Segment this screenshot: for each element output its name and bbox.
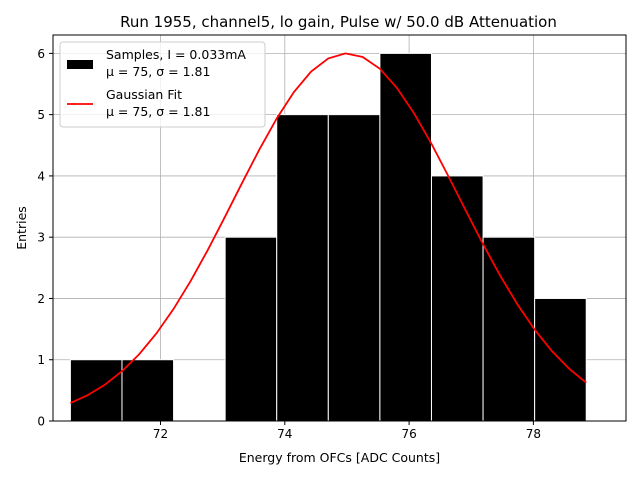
y-tick-label: 3 [37, 231, 45, 245]
y-tick-label: 0 [37, 415, 45, 429]
gaussian-fit-line [70, 52, 587, 404]
x-tick-label: 74 [277, 427, 292, 441]
x-axis-ticks: 72 74 76 78 [153, 421, 541, 441]
x-tick-label: 78 [526, 427, 541, 441]
x-tick-label: 72 [153, 427, 168, 441]
legend-samples-stats: μ = 75, σ = 1.81 [106, 64, 210, 79]
y-axis-ticks: 0 1 2 3 4 5 6 [37, 47, 53, 429]
x-axis-label: Energy from OFCs [ADC Counts] [239, 450, 440, 465]
y-axis-label: Entries [14, 206, 29, 250]
histogram-bar [121, 359, 175, 422]
legend: Samples, I = 0.033mA μ = 75, σ = 1.81 Ga… [59, 41, 266, 128]
y-tick-label: 6 [37, 47, 45, 61]
legend-samples-swatch [67, 60, 93, 69]
histogram-bar [327, 114, 381, 422]
y-tick-label: 1 [37, 353, 45, 367]
y-tick-label: 5 [37, 108, 45, 122]
legend-fit-stats: μ = 75, σ = 1.81 [106, 104, 210, 119]
legend-fit-label: Gaussian Fit [106, 87, 182, 102]
x-tick-label: 76 [401, 427, 416, 441]
histogram-bar [276, 114, 329, 422]
histogram-bar [379, 52, 432, 422]
histogram-bar [430, 175, 484, 422]
histogram-bars [69, 52, 587, 422]
legend-box [59, 41, 266, 128]
legend-samples-label: Samples, I = 0.033mA [106, 47, 246, 62]
chart-title: Run 1955, channel5, lo gain, Pulse w/ 50… [120, 13, 557, 31]
y-tick-label: 4 [37, 169, 45, 183]
plot-frame [52, 34, 627, 422]
y-tick-label: 2 [37, 292, 45, 306]
histogram-bar [224, 236, 278, 422]
histogram-bar [482, 236, 536, 422]
